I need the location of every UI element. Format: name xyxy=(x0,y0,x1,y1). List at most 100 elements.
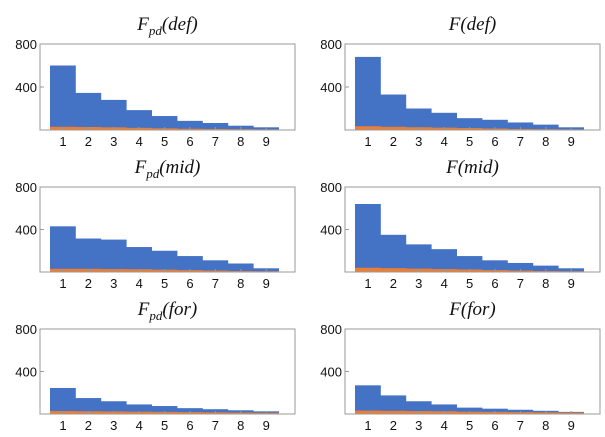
x-tick-label: 7 xyxy=(517,276,524,291)
x-tick-label: 9 xyxy=(568,276,575,291)
bar-main-1 xyxy=(355,204,381,272)
panel-title-argument: (def) xyxy=(460,14,496,35)
panel-title-base: F xyxy=(137,299,150,320)
y-tick-label: 800 xyxy=(15,180,37,195)
bar-main-5 xyxy=(151,250,178,272)
y-tick-label: 400 xyxy=(15,80,37,95)
panel-title: F(mid) xyxy=(445,157,499,178)
x-tick-label: 5 xyxy=(161,276,168,291)
bar-main-1 xyxy=(355,385,381,414)
x-tick-label: 6 xyxy=(491,276,498,291)
chart-panel-5: Fpd(for) 400 800 1 2 3 4 5 6 7 8 9 xyxy=(15,299,296,433)
bar-main-6 xyxy=(482,260,508,272)
x-tick-label: 4 xyxy=(136,418,143,433)
x-tick-label: 4 xyxy=(136,276,143,291)
x-tick-label: 4 xyxy=(441,276,448,291)
panel-title-argument: (mid) xyxy=(458,157,499,178)
x-tick-label: 6 xyxy=(491,134,498,149)
x-tick-label: 8 xyxy=(542,276,549,291)
bar-main-3 xyxy=(405,244,432,272)
bar-main-2 xyxy=(380,234,407,272)
panel-title-base: F xyxy=(448,299,461,320)
x-tick-label: 3 xyxy=(415,276,422,291)
x-tick-label: 2 xyxy=(390,418,397,433)
x-tick-label: 2 xyxy=(390,134,397,149)
x-tick-label: 3 xyxy=(110,418,117,433)
bar-main-1 xyxy=(355,56,381,130)
chart-panel-6: F(for) 400 800 1 2 3 4 5 6 7 8 9 xyxy=(320,299,601,433)
x-tick-label: 5 xyxy=(466,276,473,291)
panel-title-argument: (for) xyxy=(461,299,496,320)
x-tick-label: 5 xyxy=(161,134,168,149)
x-tick-label: 8 xyxy=(237,276,244,291)
y-tick-label: 400 xyxy=(15,365,37,380)
panel-title-subscript: pd xyxy=(148,308,163,323)
bar-main-8 xyxy=(227,263,254,272)
y-tick-label: 400 xyxy=(320,223,342,238)
chart-panel-2: F(def) 400 800 1 2 3 4 5 6 7 8 9 xyxy=(320,14,601,149)
bar-main-4 xyxy=(126,247,152,272)
y-tick-label: 800 xyxy=(320,37,342,52)
x-tick-label: 2 xyxy=(85,276,92,291)
x-tick-label: 2 xyxy=(85,418,92,433)
y-tick-label: 800 xyxy=(320,322,342,337)
x-tick-label: 6 xyxy=(186,418,193,433)
panel-title-argument: (def) xyxy=(162,14,198,35)
bar-main-6 xyxy=(482,119,508,130)
bar-main-2 xyxy=(75,92,102,130)
panel-title: F(for) xyxy=(448,299,495,320)
x-tick-label: 8 xyxy=(237,418,244,433)
panel-title-base: F xyxy=(134,157,147,178)
bar-main-7 xyxy=(202,123,229,130)
panel-title-subscript: pd xyxy=(148,23,163,38)
x-tick-label: 2 xyxy=(390,276,397,291)
bar-main-5 xyxy=(151,116,178,130)
x-tick-label: 4 xyxy=(441,134,448,149)
bar-main-2 xyxy=(380,395,407,414)
x-tick-label: 8 xyxy=(542,418,549,433)
x-tick-label: 1 xyxy=(364,134,371,149)
panel-title: F(def) xyxy=(448,14,496,35)
bar-main-3 xyxy=(100,99,127,130)
bar-main-4 xyxy=(431,112,457,130)
x-tick-label: 7 xyxy=(517,134,524,149)
x-tick-label: 5 xyxy=(466,134,473,149)
bar-main-1 xyxy=(50,65,76,130)
panel-title-argument: (mid) xyxy=(159,157,200,178)
bar-main-3 xyxy=(405,401,432,414)
x-tick-label: 2 xyxy=(85,134,92,149)
panel-title-base: F xyxy=(136,14,149,35)
x-tick-label: 9 xyxy=(263,418,270,433)
panel-title: Fpd(for) xyxy=(137,299,197,323)
bar-main-2 xyxy=(75,398,102,414)
bar-main-2 xyxy=(75,238,102,272)
x-tick-label: 9 xyxy=(568,418,575,433)
x-tick-label: 1 xyxy=(59,276,66,291)
bar-main-4 xyxy=(126,110,152,130)
bar-main-3 xyxy=(100,239,127,272)
bar-main-8 xyxy=(532,265,559,272)
chart-panel-3: Fpd(mid) 400 800 1 2 3 4 5 6 7 8 9 xyxy=(15,157,296,291)
bar-main-5 xyxy=(151,406,178,414)
bar-main-7 xyxy=(507,122,534,130)
bar-main-1 xyxy=(50,226,76,272)
bar-main-2 xyxy=(380,94,407,130)
x-tick-label: 7 xyxy=(212,134,219,149)
x-tick-label: 4 xyxy=(441,418,448,433)
panel-title-argument: (for) xyxy=(162,299,197,320)
panel-title: Fpd(def) xyxy=(136,14,197,38)
y-tick-label: 400 xyxy=(15,223,37,238)
bar-main-5 xyxy=(456,118,483,130)
x-tick-label: 7 xyxy=(212,418,219,433)
x-tick-label: 3 xyxy=(415,418,422,433)
x-tick-label: 4 xyxy=(136,134,143,149)
bar-main-5 xyxy=(456,407,483,414)
bar-main-4 xyxy=(126,404,152,414)
bar-main-1 xyxy=(50,387,76,414)
bar-main-6 xyxy=(177,120,203,130)
x-tick-label: 1 xyxy=(59,418,66,433)
panel-title-base: F xyxy=(448,14,461,35)
x-tick-label: 1 xyxy=(364,276,371,291)
y-tick-label: 800 xyxy=(15,37,37,52)
bar-main-3 xyxy=(100,401,127,414)
